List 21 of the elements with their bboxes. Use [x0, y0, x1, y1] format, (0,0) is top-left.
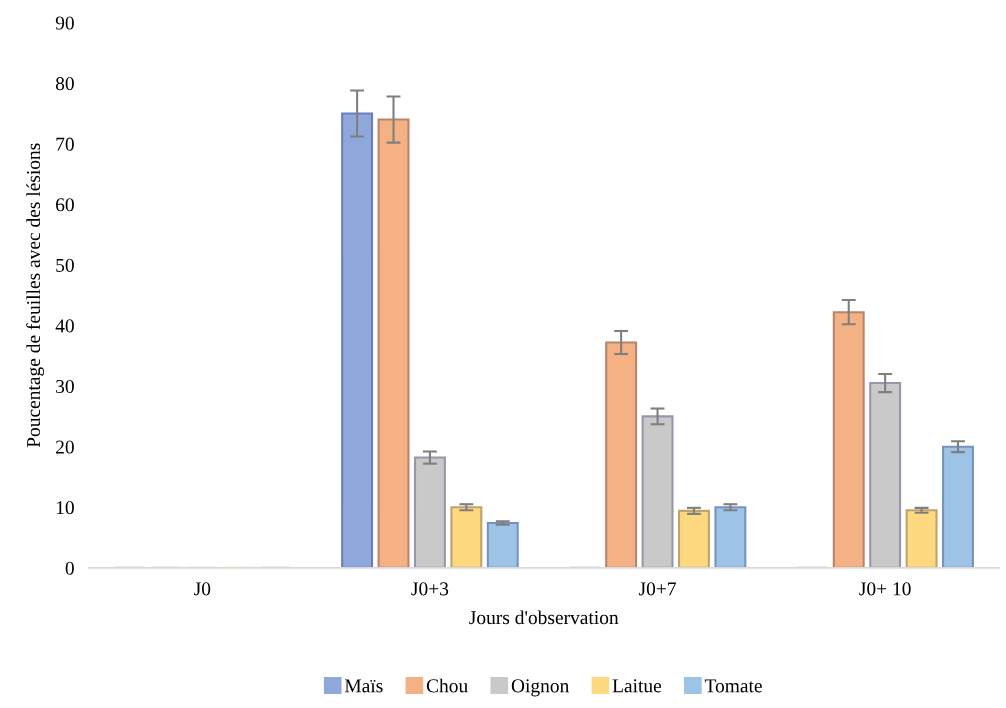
legend-label: Tomate — [704, 679, 762, 693]
y-tick-label: 70 — [56, 137, 74, 151]
legend-label: Oignon — [511, 679, 570, 697]
y-tick-label: 20 — [56, 440, 74, 454]
y-tick-label: 50 — [56, 258, 74, 272]
legend-label: Laitue — [612, 679, 662, 693]
x-tick-label: J0+ 10 — [859, 582, 911, 596]
y-tick-label: 10 — [56, 501, 74, 515]
x-tick-label: J0 — [194, 582, 211, 596]
y-tick-label: 40 — [55, 319, 74, 333]
y-tick-label: 0 — [65, 561, 74, 575]
y-tick-label: 80 — [55, 77, 74, 91]
x-axis-title: Jours d'observation — [469, 610, 619, 625]
legend-label: Maïs — [344, 679, 383, 693]
legend-label: Chou — [426, 678, 468, 693]
y-tick-label: 90 — [55, 16, 74, 30]
y-tick-label: 60 — [56, 198, 74, 212]
y-tick-label: 30 — [56, 379, 74, 394]
x-tick-label: J0+3 — [411, 582, 449, 596]
x-tick-label: J0+7 — [638, 582, 676, 596]
y-axis-title: Poucentage de feuilles avec des lésions — [26, 143, 45, 448]
